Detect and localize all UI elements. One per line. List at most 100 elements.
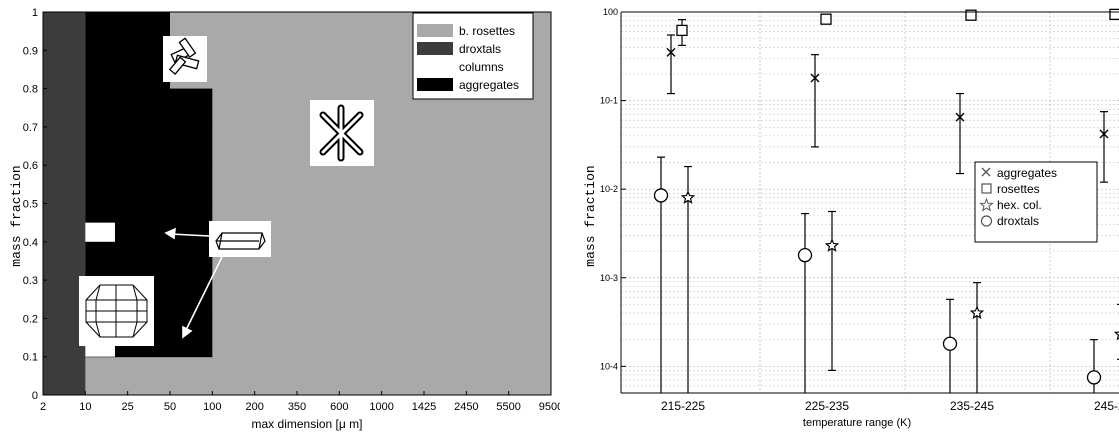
- right-legend: aggregates rosettes hex. col. droxtals: [974, 161, 1098, 243]
- legend-marker-hex-col: [979, 197, 994, 212]
- droxtals-point: [942, 336, 958, 351]
- droxtals-cell: [43, 318, 86, 358]
- aggregates-cell: [85, 50, 170, 90]
- left-y-tick-label: 0.5: [23, 199, 38, 211]
- left-icons: [79, 36, 374, 346]
- aggregates-cell: [85, 12, 170, 51]
- aggregates-point: [666, 47, 676, 57]
- rosettes-point: [820, 13, 832, 25]
- right-y-axis-label: mass fraction: [583, 165, 598, 266]
- left-y-axis-label: mass fraction: [9, 165, 24, 266]
- aggregates-cell: [85, 88, 213, 128]
- right-grid: [620, 11, 1119, 394]
- droxtals-cell: [43, 280, 86, 319]
- hex-col-point: [1113, 331, 1119, 341]
- left-y-tick-label: 0.3: [23, 275, 38, 287]
- rosettes-point: [676, 24, 688, 37]
- left-x-tick-label: 10: [79, 401, 91, 413]
- right-x-tick-label: 245-255: [1094, 399, 1119, 413]
- left-y-tick-label: 0.1: [23, 352, 38, 364]
- right-x-tick-label: 215-225: [661, 399, 705, 413]
- aggregates-cell: [85, 126, 213, 166]
- aggregates-cell: [85, 241, 213, 281]
- legend-swatch-columns: [417, 60, 453, 73]
- legend-swatch-aggregates: [417, 78, 453, 91]
- droxtals-cell: [43, 356, 86, 396]
- right-y-tick-label: 10-4: [600, 361, 618, 371]
- right-y-tick-label: 10-3: [600, 273, 618, 283]
- columns-cell: [85, 222, 115, 242]
- right-axes: 10-4 10-3 10-2 10-1 100 215-225 225-235 235-245…: [600, 7, 1119, 413]
- left-chart-figure: 0 0.1 0.2 0.3 0.4 0.5 0.6 0.7 0.8 0.9 1 2 10 25 50 100 2…: [9, 7, 560, 431]
- droxtals-cell: [43, 241, 86, 281]
- legend-label-hex-col: hex. col.: [997, 198, 1042, 212]
- left-x-tick-label: 9500: [539, 401, 560, 413]
- legend-label-aggregates: aggregates: [997, 166, 1057, 180]
- legend-label-aggregates: aggregates: [459, 78, 519, 92]
- hex-col-point: [824, 238, 840, 252]
- aggregates-point: [955, 112, 965, 122]
- droxtals-cell: [43, 50, 86, 90]
- left-y-tick-label: 1: [32, 7, 38, 19]
- right-y-tick-label: 100: [603, 7, 618, 17]
- column-crystal-icon: [209, 221, 271, 257]
- left-y-tick-label: 0.7: [23, 122, 38, 134]
- left-y-tick-label: 0.6: [23, 160, 38, 172]
- left-x-tick-label: 350: [288, 401, 306, 413]
- hex-col-point: [969, 305, 985, 320]
- legend-marker-aggregates: [981, 167, 991, 177]
- droxtals-point: [653, 188, 669, 203]
- aggregates-point: [1099, 129, 1109, 139]
- left-x-tick-label: 1000: [369, 401, 393, 413]
- rosettes-point: [1109, 8, 1119, 21]
- left-legend: b. rosettes droxtals columns aggregates: [412, 12, 534, 100]
- droxtal-crystal-icon: [79, 276, 154, 346]
- right-x-tick-label: 225-235: [805, 399, 849, 413]
- droxtals-point: [1086, 370, 1102, 385]
- left-axes: 0 0.1 0.2 0.3 0.4 0.5 0.6 0.7 0.8 0.9 1 2 10 25 50 100 2…: [23, 7, 560, 413]
- left-x-tick-label: 1425: [412, 401, 436, 413]
- droxtals-cell: [43, 12, 86, 51]
- rosettes-point: [965, 9, 977, 21]
- left-x-tick-label: 2450: [454, 401, 478, 413]
- legend-label-b-rosettes: b. rosettes: [459, 24, 515, 38]
- droxtals-cell: [43, 88, 86, 128]
- legend-label-droxtals: droxtals: [459, 42, 501, 56]
- left-x-tick-label: 25: [122, 401, 134, 413]
- legend-swatch-b-rosettes: [417, 24, 453, 37]
- legend-label-droxtals: droxtals: [997, 214, 1039, 228]
- aggregates-point: [810, 73, 820, 83]
- legend-label-rosettes: rosettes: [997, 182, 1040, 196]
- aggregates-crystal-icon: [163, 36, 207, 82]
- right-y-tick-label: 10-2: [600, 184, 618, 194]
- right-plot-series: [653, 8, 1119, 393]
- left-x-tick-label: 200: [245, 401, 263, 413]
- right-y-tick-label: 10-1: [600, 96, 618, 106]
- left-y-tick-label: 0.2: [23, 313, 38, 325]
- right-x-axis-label: temperature range (K): [803, 417, 911, 429]
- droxtals-cell: [43, 165, 86, 204]
- aggregates-cell: [85, 165, 213, 204]
- left-x-tick-label: 600: [330, 401, 348, 413]
- left-x-tick-label: 50: [164, 401, 176, 413]
- legend-marker-rosettes: [981, 183, 992, 194]
- legend-marker-droxtals: [980, 215, 993, 227]
- bullet-rosette-icon: [310, 100, 374, 166]
- droxtals-cell: [43, 203, 86, 243]
- left-y-tick-label: 0: [32, 390, 38, 402]
- left-y-tick-label: 0.8: [23, 84, 38, 96]
- left-x-tick-label: 100: [203, 401, 221, 413]
- droxtals-cell: [43, 126, 86, 166]
- hex-col-point: [680, 190, 696, 204]
- droxtals-point: [797, 247, 813, 263]
- left-y-tick-label: 0.9: [23, 45, 38, 57]
- left-x-tick-label: 2: [40, 401, 46, 413]
- left-y-tick-label: 0.4: [23, 237, 38, 249]
- column-pointer-arrows: [164, 227, 223, 339]
- legend-swatch-droxtals: [417, 42, 453, 55]
- right-x-tick-label: 235-245: [950, 399, 994, 413]
- left-x-axis-label: max dimension [μ m]: [252, 417, 363, 431]
- legend-label-columns: columns: [459, 60, 504, 74]
- left-x-tick-label: 5500: [496, 401, 520, 413]
- right-chart-figure: 10-4 10-3 10-2 10-1 100 215-225 225-235 235-245…: [583, 7, 1119, 429]
